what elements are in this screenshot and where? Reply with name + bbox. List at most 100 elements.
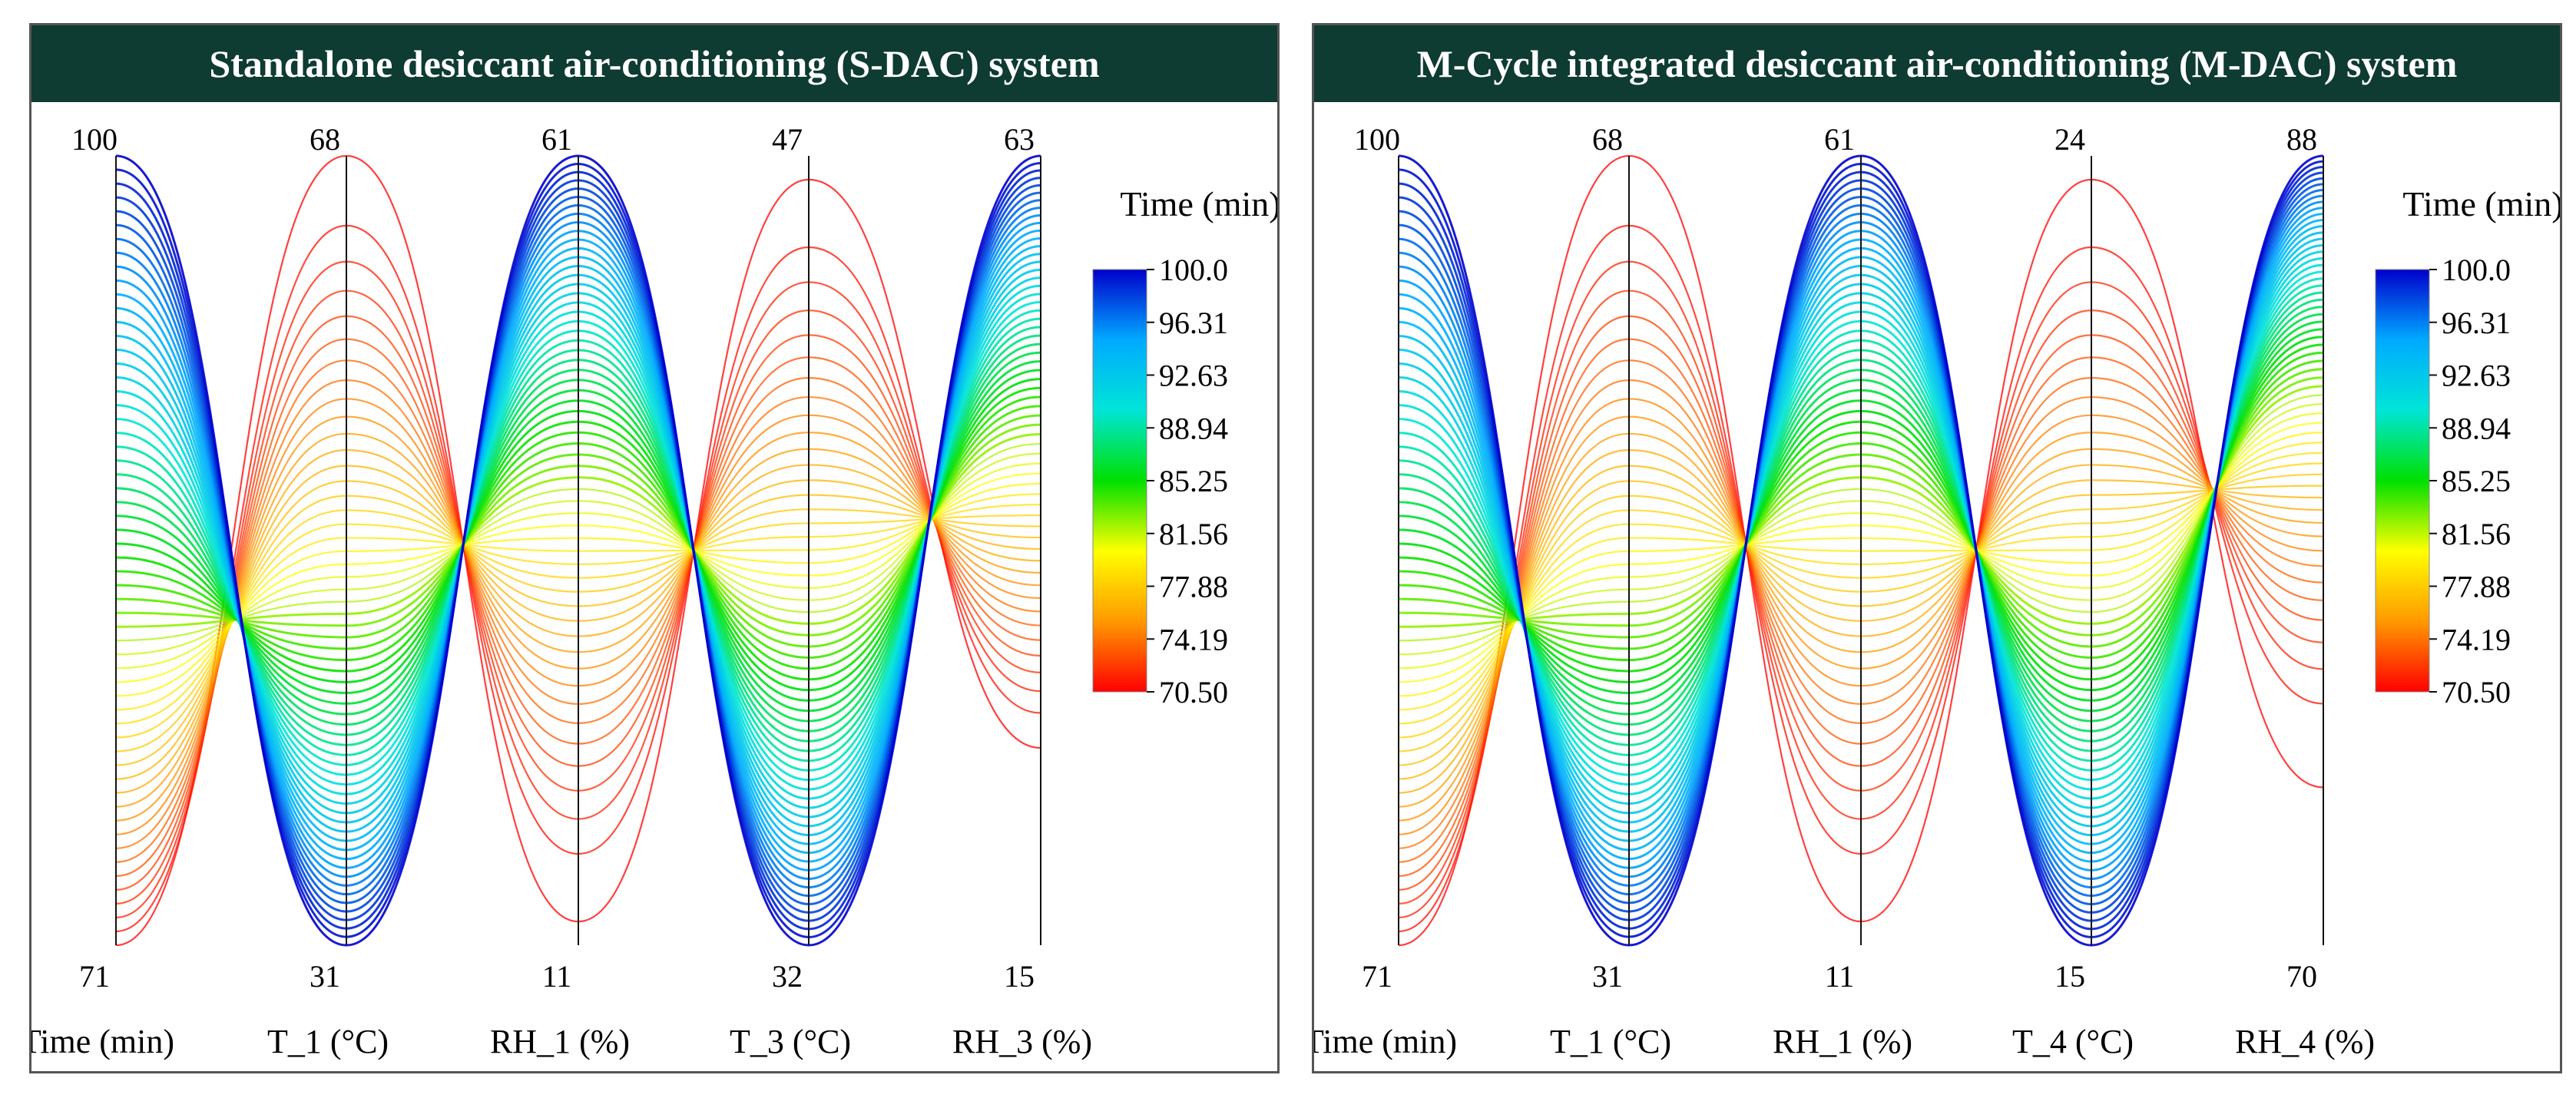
series-line [115,423,1041,637]
series-line [115,301,1041,782]
series-line [1398,313,2324,723]
series-line [115,398,1041,835]
colorbar-tick-label: 96.31 [2442,306,2511,340]
axis-max-label: 61 [1824,122,1855,157]
series-line [1398,277,2324,772]
colorbar-tick-label: 85.25 [1159,464,1228,498]
colorbar-tick-label: 70.50 [1159,675,1228,709]
series-line [1398,462,2324,739]
axis-title: RH_1 (%) [1773,1023,1912,1060]
colorbar-tick-label: 88.94 [1159,411,1228,445]
axis-max-label: 24 [2055,122,2085,157]
series-line [115,360,1041,713]
axis-min-label: 15 [2055,959,2085,994]
series-line [1398,250,2324,809]
colorbar-tick-label: 74.19 [2442,622,2511,657]
axis-min-label: 11 [1825,959,1855,994]
colorbar-title: Time (min) [1120,184,1280,223]
series-line [1398,315,2324,891]
axis-min-label: 31 [310,959,340,994]
series-line [115,378,1041,692]
colorbar-tick-label: 100.0 [2442,253,2511,287]
axis-title: Time (min) [1314,1023,1457,1060]
series-line [115,433,1041,628]
axis-title: T_1 (°C) [1550,1023,1671,1060]
axis-max-label: 88 [2286,122,2317,157]
series-line [1398,263,2324,791]
series-line [1398,412,2324,670]
series-line [115,338,1041,877]
series-line [1398,385,2324,628]
colorbar-tick-label: 88.94 [2442,411,2511,445]
series-line [1398,338,2324,877]
colorbar-tick-label: 100.0 [1159,253,1228,287]
series-line [115,432,1041,808]
axis-min-label: 32 [772,959,803,994]
axis-min-label: 71 [1362,959,1392,994]
series-line [1398,284,2324,762]
series-line [1398,224,2324,933]
axis-max-label: 100 [1354,122,1400,157]
series-line [1398,465,2324,780]
axis-min-label: 11 [542,959,572,994]
axis-min-label: 70 [2286,959,2317,994]
axis-title: T_1 (°C) [267,1023,389,1060]
colorbar-tick-label: 85.25 [2442,464,2511,498]
series-line [115,351,1041,723]
series-line [115,448,1041,794]
series-line [1398,480,2324,766]
axis-min-label: 15 [1004,959,1035,994]
axis-max-label: 100 [71,122,118,157]
axis-title: Time (min) [31,1023,174,1060]
colorbar-tick-label: 81.56 [1159,517,1228,551]
series-line [115,509,1041,739]
series-line [115,414,1041,648]
series-line [115,415,1041,822]
series-line [115,369,1041,702]
series-line [115,317,1041,762]
series-line [1398,270,2324,782]
panel-s-dac: 100 71 Time (min) 68 31 T_1 (°C) 61 11 RH_1 (%) 4… [29,23,1280,1073]
axis-max-label: 68 [310,122,340,157]
axis-title: RH_1 (%) [490,1023,630,1060]
series-line [1398,256,2324,800]
series-line [115,379,1041,849]
parallel-plot-s-dac: 100 71 Time (min) 68 31 T_1 (°C) 61 11 RH_1 (%) 4… [31,122,1280,1060]
colorbar [2375,269,2430,693]
series-line [115,452,1041,656]
axis-title: T_4 (°C) [2012,1023,2134,1060]
series-line [115,359,1041,863]
series-line [1398,376,2324,637]
series-line [115,504,1041,725]
series-line [115,154,1041,947]
series-line [115,224,1041,933]
chart-title: Standalone desiccant air-conditioning (S… [31,25,1277,102]
series-line [1398,306,2324,733]
series-line [115,386,1041,681]
axis-min-label: 71 [79,959,110,994]
colorbar-tick-label: 92.63 [1159,359,1228,393]
axis-title: T_3 (°C) [730,1023,851,1060]
series-line [115,493,1041,711]
series-line [1398,351,2324,670]
axis-max-label: 63 [1004,122,1035,157]
series-line [1398,328,2324,702]
colorbar-tick-label: 77.88 [2442,570,2511,604]
parallel-plot-m-dac: 100 71 Time (min) 68 31 T_1 (°C) 61 11 RH_1 (%) 2… [1314,122,2562,1060]
series-line [1398,320,2324,713]
colorbar-title: Time (min) [2402,184,2562,223]
series-line [1398,403,2324,656]
series-line [1398,473,2324,752]
series-line [1398,343,2324,681]
series-line [1398,154,2324,947]
colorbar-tick-label: 92.63 [2442,359,2511,393]
series-line [115,309,1041,772]
series-line [1398,394,2324,642]
series-line [115,405,1041,659]
colorbar-tick-label: 81.56 [2442,517,2511,551]
axis-max-label: 47 [772,122,803,157]
series-line [1398,379,2324,849]
axis-title: RH_3 (%) [952,1023,1092,1060]
series-line [1398,368,2324,648]
colorbar-tick-label: 96.31 [1159,306,1228,340]
